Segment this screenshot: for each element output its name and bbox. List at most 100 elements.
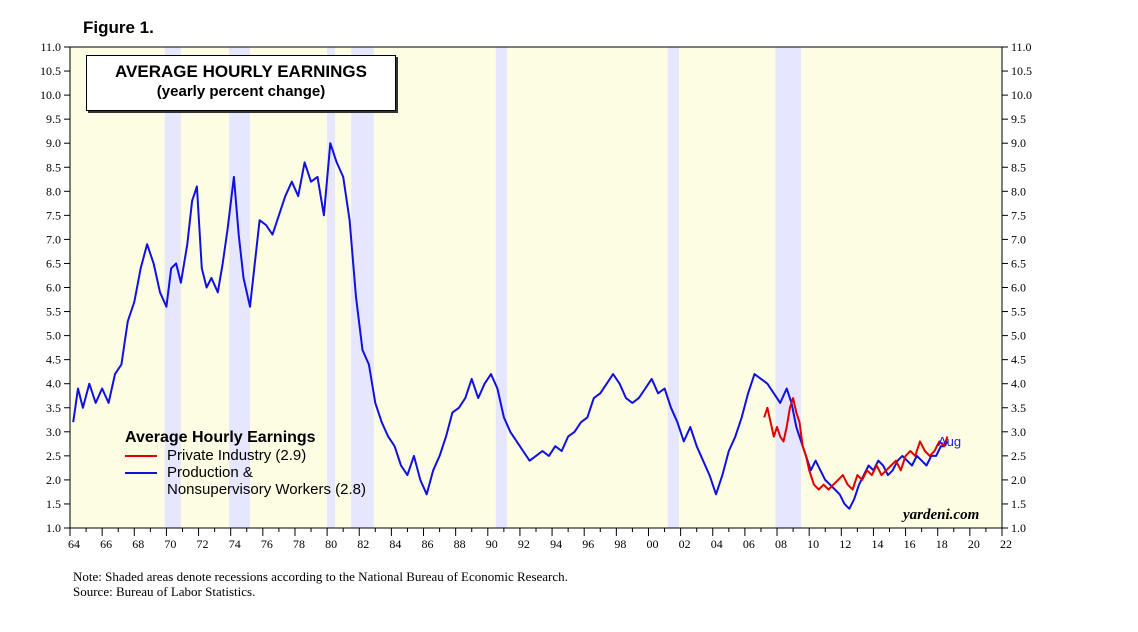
recession-band xyxy=(667,47,680,528)
x-tick-label: 78 xyxy=(293,537,305,551)
x-tick-label: 96 xyxy=(582,537,594,551)
recession-band xyxy=(327,47,336,528)
legend-swatch-private xyxy=(125,455,157,457)
x-tick-label: 66 xyxy=(100,537,112,551)
x-tick-label: 94 xyxy=(550,537,562,551)
y-tick-label: 7.5 xyxy=(1011,208,1026,222)
chart-subtitle: (yearly percent change) xyxy=(156,83,326,100)
chart-title-box: AVERAGE HOURLY EARNINGS (yearly percent … xyxy=(86,55,396,111)
x-tick-label: 90 xyxy=(486,537,498,551)
legend-label-production: Production & Nonsupervisory Workers (2.8… xyxy=(167,464,366,498)
y-tick-label: 6.5 xyxy=(1011,256,1026,270)
y-tick-label: 5.0 xyxy=(46,329,61,343)
plot-area xyxy=(70,47,1002,528)
y-tick-label: 6.0 xyxy=(1011,281,1026,295)
y-tick-label: 4.5 xyxy=(46,353,61,367)
x-tick-label: 84 xyxy=(389,537,401,551)
recession-shading xyxy=(164,47,802,528)
y-tick-label: 8.5 xyxy=(46,160,61,174)
x-tick-label: 06 xyxy=(743,537,755,551)
x-tick-label: 18 xyxy=(936,537,948,551)
x-tick-label: 72 xyxy=(197,537,209,551)
y-axis-right: 1.0 1.5 2.0 2.5 3.0 3.5 4.0 4.5 5.0 5.5 6.0 6.5 7.0 7… xyxy=(1002,40,1032,535)
y-tick-label: 3.5 xyxy=(1011,401,1026,415)
y-tick-label: 11.0 xyxy=(40,40,61,54)
figure-label: Figure 1. xyxy=(83,18,154,37)
x-tick-label: 08 xyxy=(775,537,787,551)
legend-swatch-production xyxy=(125,472,157,474)
recession-band xyxy=(229,47,250,528)
x-tick-label: 80 xyxy=(325,537,337,551)
y-tick-label: 10.5 xyxy=(1011,64,1032,78)
x-tick-label: 82 xyxy=(357,537,369,551)
x-tick-label: 20 xyxy=(968,537,980,551)
x-tick-label: 70 xyxy=(164,537,176,551)
x-tick-label: 02 xyxy=(679,537,691,551)
y-tick-label: 8.0 xyxy=(46,184,61,198)
y-tick-label: 10.0 xyxy=(40,88,61,102)
y-tick-label: 2.0 xyxy=(46,473,61,487)
y-tick-label: 4.0 xyxy=(1011,377,1026,391)
recession-band xyxy=(164,47,181,528)
y-tick-label: 6.0 xyxy=(46,281,61,295)
x-tick-label: 76 xyxy=(261,537,273,551)
y-tick-label: 4.5 xyxy=(1011,353,1026,367)
legend: Average Hourly Earnings Private Industry… xyxy=(125,429,366,498)
recession-band xyxy=(495,47,508,528)
x-tick-label: 22 xyxy=(1000,537,1012,551)
y-tick-label: 2.5 xyxy=(1011,449,1026,463)
y-tick-label: 3.0 xyxy=(1011,425,1026,439)
y-tick-label: 7.0 xyxy=(46,232,61,246)
series-line-production xyxy=(72,142,949,510)
y-tick-label: 1.5 xyxy=(1011,497,1026,511)
x-tick-label: 16 xyxy=(904,537,916,551)
y-axis-left: 1.0 1.5 2.0 2.5 3.0 3.5 4.0 4.5 5.0 5.5 6.0 6.5 7.0 7… xyxy=(40,40,70,535)
y-tick-label: 5.0 xyxy=(1011,329,1026,343)
legend-title: Average Hourly Earnings xyxy=(125,429,316,446)
x-tick-label: 64 xyxy=(68,537,80,551)
watermark: yardeni.com xyxy=(903,507,980,523)
y-tick-label: 10.0 xyxy=(1011,88,1032,102)
y-tick-label: 1.0 xyxy=(1011,521,1026,535)
y-tick-label: 8.5 xyxy=(1011,160,1026,174)
y-tick-label: 1.0 xyxy=(46,521,61,535)
note-source: Source: Bureau of Labor Statistics. xyxy=(73,584,256,599)
y-tick-label: 9.5 xyxy=(46,112,61,126)
recession-band xyxy=(775,47,802,528)
series-group xyxy=(72,142,949,510)
x-axis: 64 66 68 70 72 74 76 78 80 82 84 86 88 90 92 94 96 98 00 02… xyxy=(68,528,1012,551)
x-tick-label: 98 xyxy=(614,537,626,551)
x-tick-label: 14 xyxy=(871,537,883,551)
x-tick-label: 88 xyxy=(454,537,466,551)
y-tick-label: 2.0 xyxy=(1011,473,1026,487)
y-tick-label: 2.5 xyxy=(46,449,61,463)
x-tick-label: 10 xyxy=(807,537,819,551)
x-tick-label: 92 xyxy=(518,537,530,551)
y-tick-label: 1.5 xyxy=(46,497,61,511)
y-tick-label: 5.5 xyxy=(1011,305,1026,319)
y-tick-label: 10.5 xyxy=(40,64,61,78)
y-tick-label: 7.0 xyxy=(1011,232,1026,246)
legend-label-private: Private Industry (2.9) xyxy=(167,447,307,464)
series-line-private xyxy=(763,397,949,491)
y-tick-label: 9.0 xyxy=(1011,136,1026,150)
x-tick-label: 74 xyxy=(229,537,241,551)
y-tick-label: 7.5 xyxy=(46,208,61,222)
x-tick-label: 00 xyxy=(646,537,658,551)
x-tick-label: 04 xyxy=(711,537,723,551)
note-recessions: Note: Shaded areas denote recessions acc… xyxy=(73,569,568,584)
chart-title: AVERAGE HOURLY EARNINGS xyxy=(115,62,367,81)
y-tick-label: 3.0 xyxy=(46,425,61,439)
y-tick-label: 9.5 xyxy=(1011,112,1026,126)
y-tick-label: 5.5 xyxy=(46,305,61,319)
y-tick-label: 4.0 xyxy=(46,377,61,391)
x-tick-label: 86 xyxy=(422,537,434,551)
y-tick-label: 11.0 xyxy=(1011,40,1032,54)
x-tick-label: 12 xyxy=(839,537,851,551)
x-tick-label: 68 xyxy=(132,537,144,551)
y-tick-label: 8.0 xyxy=(1011,184,1026,198)
recession-band xyxy=(351,47,374,528)
y-tick-label: 9.0 xyxy=(46,136,61,150)
y-tick-label: 6.5 xyxy=(46,256,61,270)
